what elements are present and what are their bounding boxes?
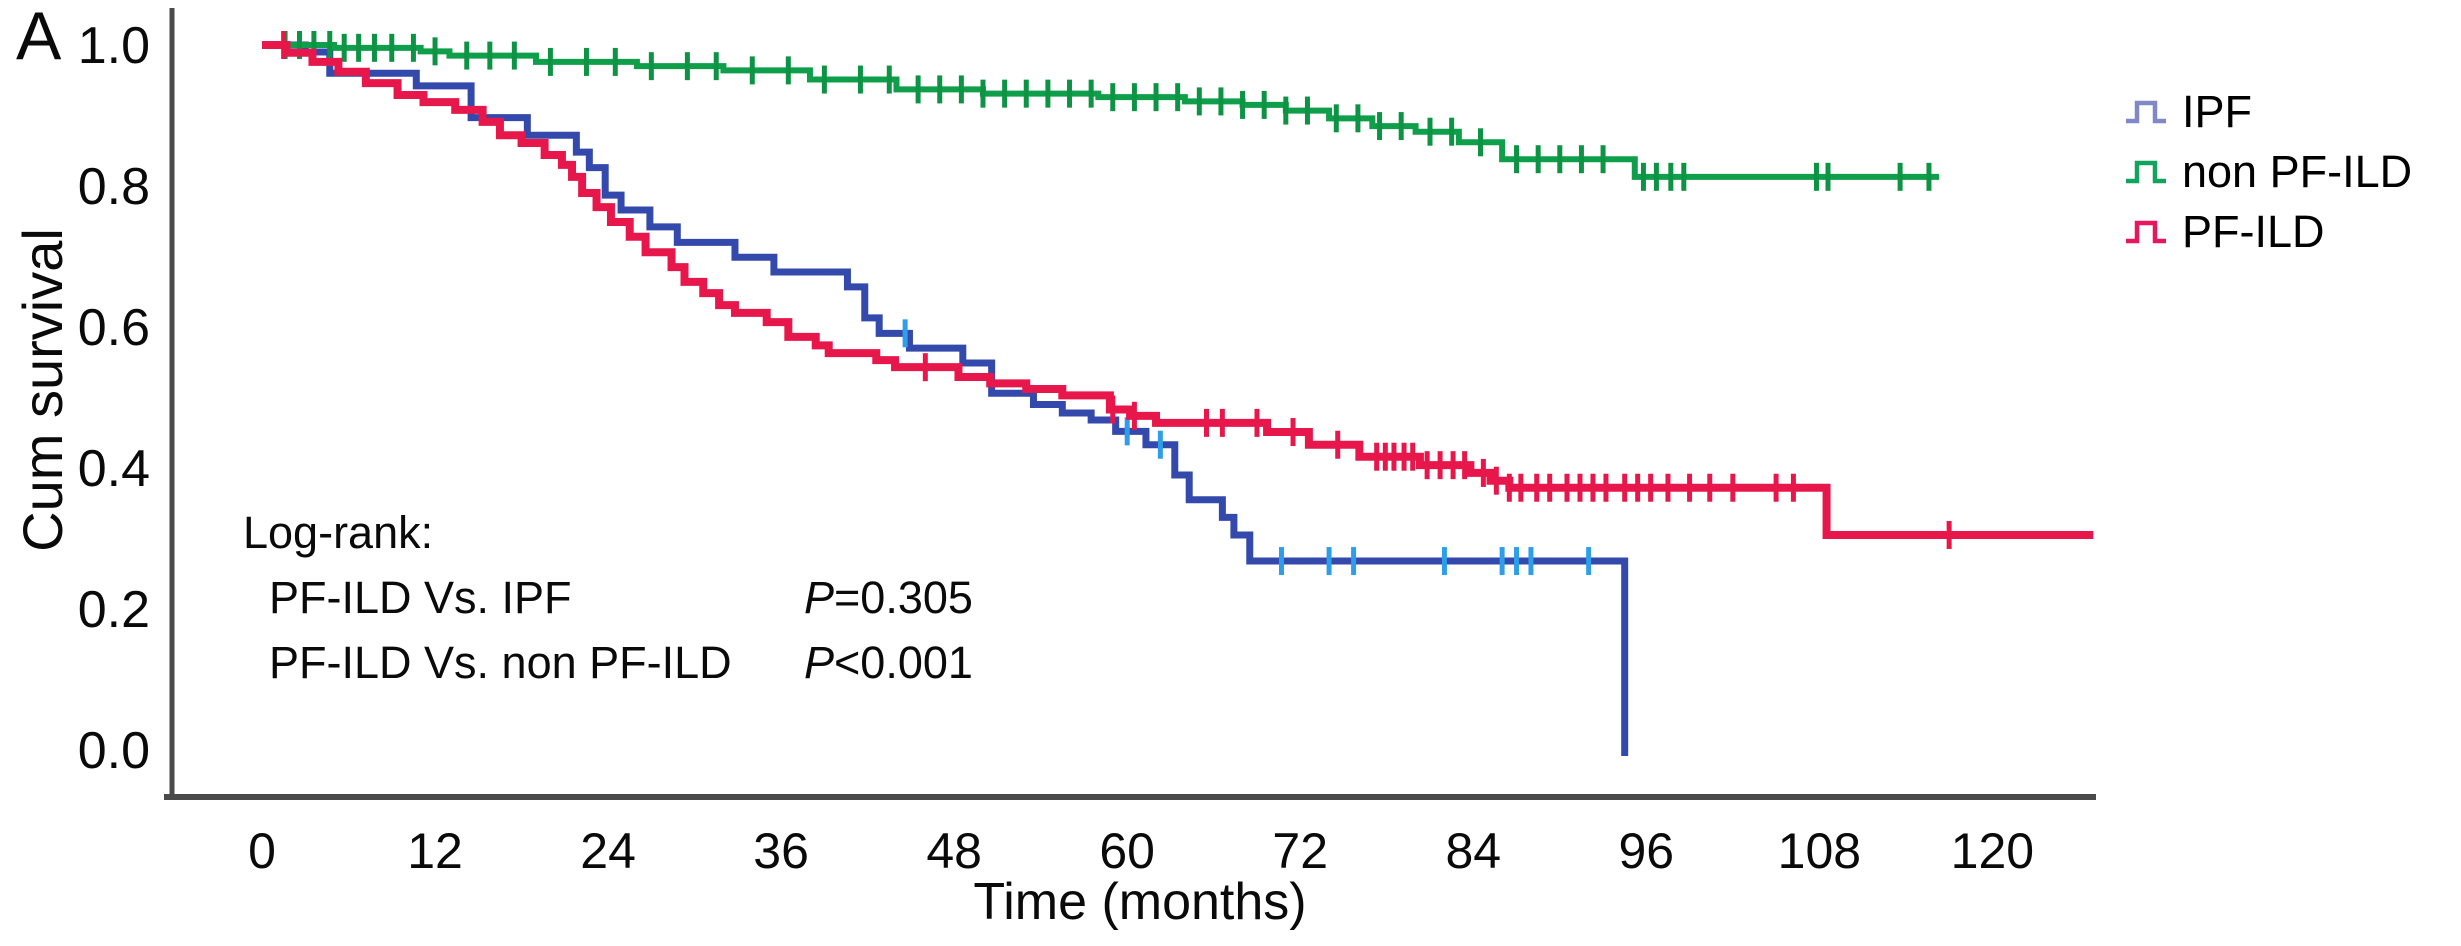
y-tick-label-0.6: 0.6: [78, 299, 150, 357]
x-tick-label-0: 0: [248, 823, 276, 879]
x-tick-label-84: 84: [1445, 823, 1501, 879]
x-tick-label-108: 108: [1778, 823, 1861, 879]
x-tick-label-36: 36: [753, 823, 809, 879]
legend-step-icon-ipf: [2126, 100, 2166, 124]
legend: IPF non PF-ILD PF-ILD: [2124, 82, 2412, 262]
x-tick-label-48: 48: [926, 823, 982, 879]
x-tick-label-120: 120: [1951, 823, 2034, 879]
panel-label: A: [16, 0, 62, 74]
y-tick-label-0.8: 0.8: [78, 158, 150, 216]
logrank-row-ipf: PF-ILD Vs. IPF P=0.305: [243, 565, 973, 630]
logrank-row-label: PF-ILD Vs. non PF-ILD: [269, 637, 732, 688]
legend-item-non-pf-ild: non PF-ILD: [2124, 142, 2412, 202]
logrank-title: Log-rank:: [243, 507, 434, 558]
x-axis-title: Time (months): [973, 873, 1307, 931]
logrank-row-label: PF-ILD Vs. IPF: [269, 572, 572, 623]
y-tick-label-0.2: 0.2: [78, 581, 150, 639]
y-tick-label-1.0: 1.0: [78, 17, 150, 75]
legend-item-pf-ild: PF-ILD: [2124, 202, 2412, 262]
x-tick-label-24: 24: [580, 823, 636, 879]
y-axis-title: Cum survival: [11, 228, 74, 552]
y-tick-label-0.0: 0.0: [78, 722, 150, 780]
legend-item-ipf: IPF: [2124, 82, 2412, 142]
x-tick-label-96: 96: [1619, 823, 1675, 879]
logrank-annotation: Log-rank: PF-ILD Vs. IPF P=0.305 PF-ILD …: [243, 500, 973, 695]
x-tick-label-60: 60: [1099, 823, 1155, 879]
logrank-row-pvalue: P=0.305: [804, 572, 973, 623]
y-tick-label-0.4: 0.4: [78, 440, 150, 498]
pf-ild-curve: [262, 41, 2094, 539]
x-tick-label-72: 72: [1272, 823, 1328, 879]
legend-label-non-pf-ild: non PF-ILD: [2182, 146, 2413, 197]
legend-label-pf-ild: PF-ILD: [2182, 206, 2325, 257]
logrank-row-pvalue: P<0.001: [804, 637, 973, 688]
legend-step-icon-non-pf-ild: [2126, 160, 2166, 184]
non-pf-ild-curve: [262, 42, 1940, 180]
x-tick-label-12: 12: [407, 823, 463, 879]
ipf-curve: [262, 41, 1629, 756]
legend-step-icon-pf-ild: [2126, 220, 2166, 244]
legend-label-ipf: IPF: [2182, 86, 2253, 137]
logrank-row-non-pf-ild: PF-ILD Vs. non PF-ILD P<0.001: [243, 630, 973, 695]
